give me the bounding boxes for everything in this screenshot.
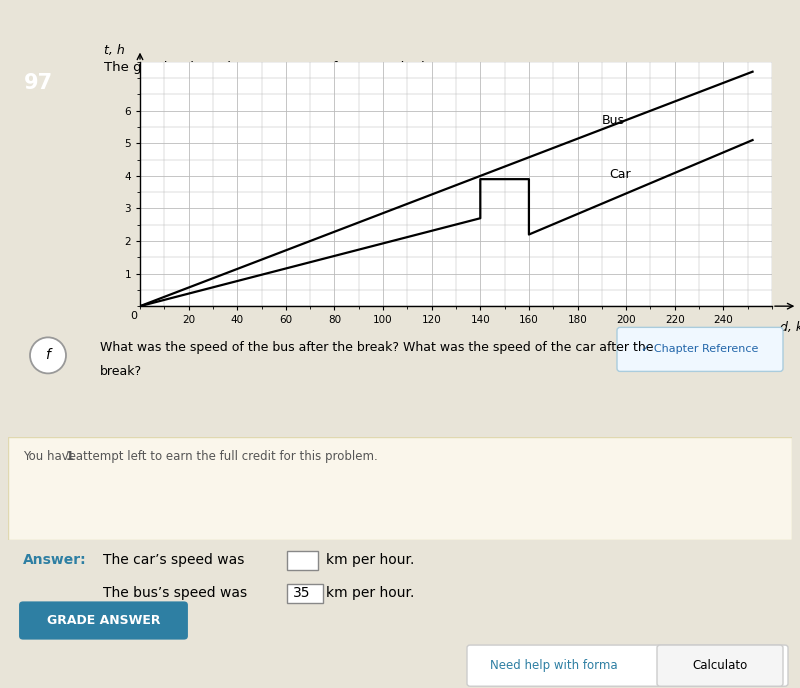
Text: The bus’s speed was: The bus’s speed was xyxy=(103,586,248,601)
Text: km per hour.: km per hour. xyxy=(326,586,414,601)
Text: Car: Car xyxy=(609,168,630,181)
FancyBboxPatch shape xyxy=(19,601,188,640)
X-axis label: d, km: d, km xyxy=(780,321,800,334)
Y-axis label: t, h: t, h xyxy=(104,44,125,57)
Text: attempt left to earn the full credit for this problem.: attempt left to earn the full credit for… xyxy=(72,451,378,463)
FancyBboxPatch shape xyxy=(287,550,318,570)
Text: Answer:: Answer: xyxy=(23,553,86,568)
FancyBboxPatch shape xyxy=(287,583,322,603)
Text: f: f xyxy=(46,348,50,363)
FancyBboxPatch shape xyxy=(8,437,792,540)
Text: ✓ Chapter Reference: ✓ Chapter Reference xyxy=(642,345,758,354)
FancyBboxPatch shape xyxy=(617,327,783,372)
Text: 35: 35 xyxy=(293,586,310,601)
Text: Bus: Bus xyxy=(602,114,625,127)
Text: GRADE ANSWER: GRADE ANSWER xyxy=(46,614,160,627)
Text: 1: 1 xyxy=(66,451,74,463)
Text: You have: You have xyxy=(23,451,80,463)
Text: km per hour.: km per hour. xyxy=(326,553,414,568)
Text: break?: break? xyxy=(100,365,142,378)
Text: 97: 97 xyxy=(23,72,53,93)
Text: What was the speed of the bus after the break? What was the speed of the car aft: What was the speed of the bus after the … xyxy=(100,341,654,354)
Text: Calculato: Calculato xyxy=(692,659,748,672)
Text: Need help with forma: Need help with forma xyxy=(490,659,618,672)
FancyBboxPatch shape xyxy=(467,645,788,686)
FancyBboxPatch shape xyxy=(657,645,783,686)
Text: The car’s speed was: The car’s speed was xyxy=(103,553,245,568)
Text: 0: 0 xyxy=(130,311,137,321)
Text: The graphs show the movement of a car and a bus.: The graphs show the movement of a car an… xyxy=(104,61,449,74)
Circle shape xyxy=(30,337,66,374)
